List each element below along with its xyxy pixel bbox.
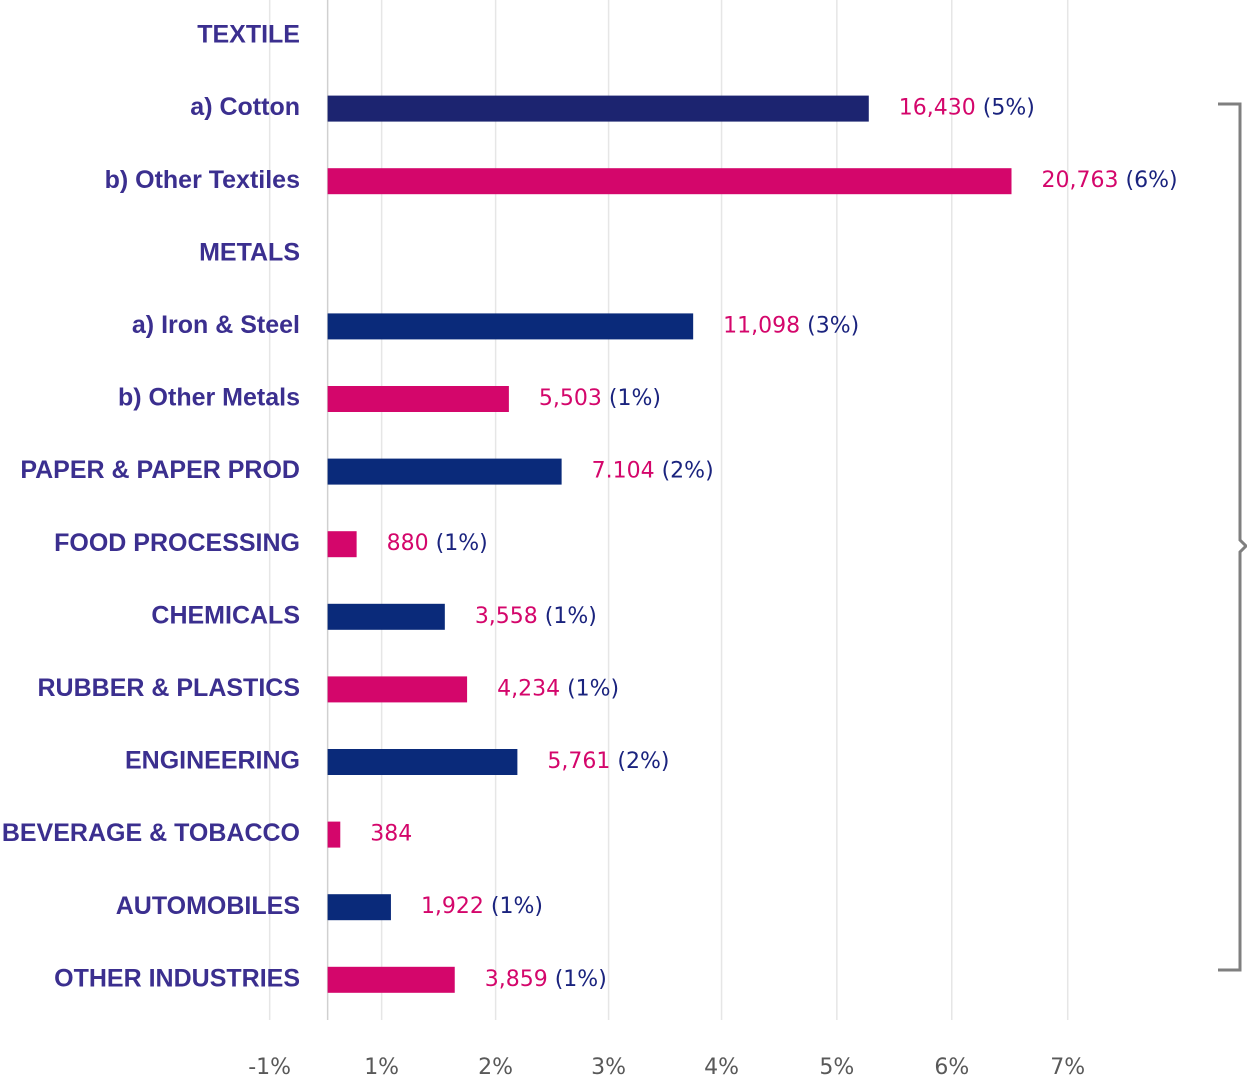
x-tick-label: -1%	[248, 1055, 291, 1080]
share-label: (3%)	[807, 313, 859, 338]
category-label: TEXTILE	[197, 21, 300, 49]
data-label: 5,761 (2%)	[547, 749, 669, 774]
bar	[327, 531, 357, 558]
share-label: (2%)	[617, 749, 669, 774]
value-label: 3,859	[485, 967, 548, 992]
x-tick-label: 2%	[478, 1055, 513, 1080]
value-label: 880	[387, 531, 429, 556]
x-tick-label: 7%	[1050, 1055, 1085, 1080]
data-label: 3,859 (1%)	[485, 967, 607, 992]
data-label: 16,430 (5%)	[899, 96, 1035, 121]
category-label: b) Other Textiles	[105, 166, 300, 194]
value-label: 4,234	[497, 676, 560, 701]
category-label: METALS	[199, 238, 300, 266]
category-label: PAPER & PAPER PROD	[20, 456, 300, 484]
bar	[327, 894, 391, 921]
x-tick-label: 3%	[591, 1055, 626, 1080]
bar	[327, 95, 869, 122]
x-tick-label: 6%	[934, 1055, 969, 1080]
data-label: 384	[370, 822, 412, 847]
data-label: 20,763 (6%)	[1042, 168, 1178, 193]
bracket	[1218, 102, 1247, 972]
bar	[327, 676, 468, 703]
share-label: (1%)	[436, 531, 488, 556]
value-label: 1,922	[421, 894, 484, 919]
bar	[327, 821, 341, 848]
share-label: (2%)	[662, 459, 714, 484]
category-label: ENGINEERING	[125, 747, 300, 775]
value-label: 16,430	[899, 96, 976, 121]
share-label: (1%)	[555, 967, 607, 992]
data-label: 880 (1%)	[387, 531, 488, 556]
data-label: 1,922 (1%)	[421, 894, 543, 919]
data-label: 5,503 (1%)	[539, 386, 661, 411]
value-label: 7.104	[592, 459, 655, 484]
data-label: 4,234 (1%)	[497, 676, 619, 701]
bar	[327, 386, 509, 412]
value-label: 5,761	[547, 749, 610, 774]
category-label: b) Other Metals	[118, 384, 300, 412]
bar	[327, 966, 455, 993]
category-label: FOOD PROCESSING	[54, 529, 300, 557]
bar	[327, 603, 445, 630]
x-tick-label: 5%	[819, 1055, 854, 1080]
data-label: 11,098 (3%)	[723, 313, 859, 338]
value-label: 20,763	[1042, 168, 1119, 193]
share-label: (1%)	[609, 386, 661, 411]
share-label: (5%)	[983, 96, 1035, 121]
category-label: RUBBER & PLASTICS	[37, 674, 300, 702]
category-label: OTHER INDUSTRIES	[54, 964, 300, 992]
x-tick-label: 1%	[364, 1055, 399, 1080]
category-label: BEVERAGE & TOBACCO	[2, 819, 300, 847]
share-label: (1%)	[567, 676, 619, 701]
data-label: 7.104 (2%)	[592, 459, 714, 484]
bar	[327, 313, 694, 340]
category-label: a) Cotton	[190, 93, 300, 121]
bar	[327, 458, 562, 485]
value-label: 5,503	[539, 386, 602, 411]
bar	[327, 168, 1012, 195]
category-label: CHEMICALS	[151, 601, 300, 629]
share-label: (6%)	[1125, 168, 1177, 193]
category-label: AUTOMOBILES	[116, 892, 300, 920]
x-tick-label: 4%	[704, 1055, 739, 1080]
value-label: 11,098	[723, 313, 800, 338]
data-label: 3,558 (1%)	[475, 604, 597, 629]
value-label: 384	[370, 822, 412, 847]
share-label: (1%)	[545, 604, 597, 629]
bar	[327, 749, 518, 775]
category-label: a) Iron & Steel	[132, 311, 300, 339]
value-label: 3,558	[475, 604, 538, 629]
share-label: (1%)	[491, 894, 543, 919]
